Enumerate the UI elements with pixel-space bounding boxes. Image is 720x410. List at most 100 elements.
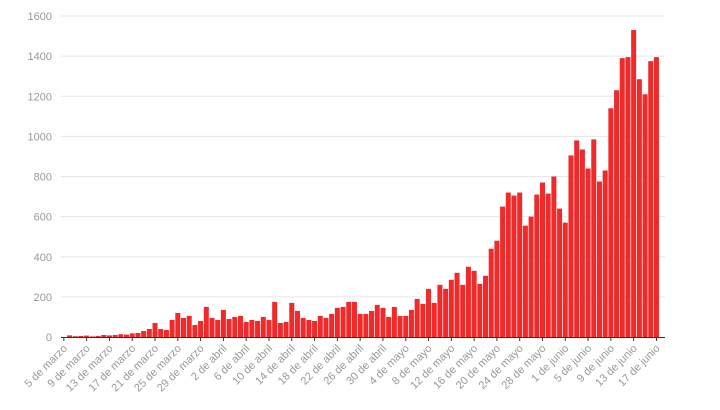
bar [562,222,568,337]
bar [95,335,101,337]
bar [272,301,278,337]
bar [443,288,449,337]
bar [158,328,164,337]
y-tick-label: 1600 [28,11,52,23]
bar [277,322,283,337]
bar [141,330,147,337]
bar [294,310,300,337]
bar [209,317,215,337]
bar [483,275,489,337]
bar [380,307,386,337]
bar [579,149,585,337]
bar [391,306,397,337]
bar [408,309,414,337]
bar [78,335,84,337]
bar [374,304,380,337]
bar [112,334,118,337]
bar [397,315,403,337]
bar [89,336,95,337]
bar [585,168,591,337]
bar [591,139,597,337]
bar [363,313,369,337]
bar [539,182,545,337]
bar [625,57,631,338]
bar [181,317,187,337]
bar [648,61,654,337]
bar [619,58,625,337]
bar [551,176,557,337]
bar [329,313,335,337]
bar [72,336,78,337]
bar [101,334,107,337]
bar [522,225,528,337]
bar [488,248,494,337]
bar [186,315,192,337]
bar [203,306,209,337]
bar [146,328,152,337]
y-axis-ticks: 0 200 400 600 800 1000 1200 1400 1600 [28,11,52,344]
bar [437,284,443,337]
bar [511,195,517,337]
bar [226,318,232,337]
bar [545,193,551,337]
bar [500,206,506,337]
y-tick-label: 800 [34,172,52,184]
bar [215,319,221,337]
bar [283,321,289,337]
gridlines [61,15,665,298]
bar [118,334,124,337]
bar [192,324,198,337]
bar [369,310,375,337]
bar [129,333,135,337]
bar [614,90,620,337]
bar [454,272,460,337]
bar [289,302,295,337]
bar [477,283,483,337]
bar [574,140,580,337]
y-tick-label: 1000 [28,131,52,143]
bar [426,288,432,337]
bar [471,270,477,337]
bar [414,298,420,337]
bar [465,266,471,337]
bars [67,30,659,338]
bar [323,317,329,337]
bar [198,320,204,337]
bar [420,303,426,337]
bar [106,335,112,337]
bar [84,335,90,337]
bar [334,307,340,337]
bar [608,108,614,337]
bar [67,335,73,337]
bar [300,317,306,337]
bar [557,208,563,337]
y-tick-label: 400 [34,252,52,264]
y-tick-label: 200 [34,292,52,304]
bar [494,240,500,337]
bar [249,319,255,337]
bar [596,181,602,337]
bar [152,322,158,337]
bar [317,315,323,337]
bar [266,319,272,337]
bar [528,216,534,337]
bar [517,192,523,337]
bar [175,312,181,337]
bar [163,329,169,337]
bar [431,302,437,337]
bar [568,155,574,337]
bar [169,319,175,337]
bar [340,306,346,337]
bar [357,313,363,337]
y-tick-label: 1400 [28,51,52,63]
bar [232,316,238,337]
bar [534,194,540,337]
bar [346,301,352,337]
bar [636,79,642,338]
bar [220,309,226,337]
bar [631,30,637,337]
bar [306,319,312,337]
